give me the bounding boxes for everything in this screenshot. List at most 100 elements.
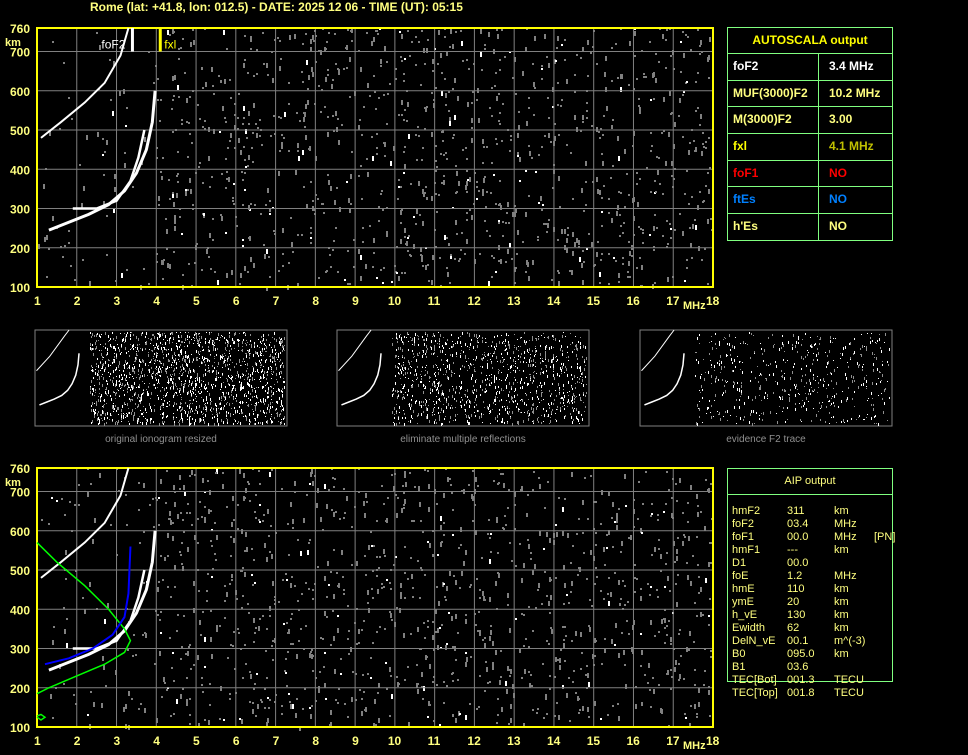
echo-dot	[414, 486, 416, 488]
echo-dot	[132, 655, 134, 657]
echo-dot	[658, 157, 660, 159]
echo-dot	[629, 251, 631, 256]
x-tick-label: 17	[666, 734, 680, 748]
echo-dot	[455, 220, 457, 225]
aip-row: hmF1 --- km	[732, 544, 895, 557]
echo-dot	[253, 688, 255, 690]
echo-dot	[86, 135, 88, 140]
echo-dot	[334, 33, 336, 35]
echo-dot	[189, 475, 191, 477]
echo-dot	[674, 667, 676, 672]
echo-dot	[400, 592, 402, 597]
echo-dot	[333, 130, 335, 132]
echo-dot	[478, 706, 480, 708]
echo-dot	[167, 30, 169, 35]
echo-dot	[428, 484, 430, 489]
echo-dot	[429, 664, 431, 669]
echo-dot	[546, 56, 548, 58]
echo-dot	[305, 582, 307, 584]
echo-dot	[583, 210, 585, 212]
echo-dot	[599, 272, 601, 277]
x-tick-label: 18	[706, 734, 720, 748]
echo-dot	[654, 635, 656, 637]
echo-dot	[258, 519, 260, 521]
echo-dot	[579, 567, 581, 572]
echo-dot	[173, 202, 175, 207]
echo-dot	[703, 146, 705, 148]
echo-dot	[187, 189, 189, 191]
echo-dot	[575, 692, 577, 694]
echo-dot	[274, 599, 276, 601]
y-tick-label: 700	[10, 46, 30, 60]
echo-dot	[333, 486, 335, 488]
echo-dot	[52, 717, 54, 719]
echo-dot	[135, 654, 137, 656]
echo-dot	[440, 542, 442, 547]
echo-dot	[307, 88, 309, 90]
o-trace	[48, 530, 157, 672]
echo-dot	[428, 507, 430, 512]
echo-dot	[186, 512, 188, 514]
echo-dot	[310, 47, 312, 52]
echo-dot	[444, 596, 446, 598]
echo-dot	[113, 61, 115, 66]
echo-dot	[507, 202, 509, 207]
echo-dot	[489, 681, 491, 683]
echo-dot	[636, 172, 638, 174]
echo-dot	[579, 709, 581, 711]
echo-dot	[549, 688, 551, 690]
echo-dot	[321, 89, 323, 91]
echo-dot	[299, 726, 301, 731]
echo-dot	[286, 685, 288, 687]
aip-values: hmF2 311 km foF2 03.4 MHz foF1 00.0 MHz [PN] hmF1-…	[732, 505, 895, 700]
echo-dot	[295, 171, 297, 173]
aip-value: 095.0	[787, 648, 815, 660]
echo-dot	[324, 484, 326, 489]
y-tick-label: 600	[10, 85, 30, 99]
echo-dot	[172, 99, 174, 101]
echo-dot	[338, 69, 340, 74]
echo-dot	[488, 281, 490, 286]
echo-dot	[504, 56, 506, 58]
echo-dot	[616, 518, 618, 523]
echo-dot	[642, 503, 644, 505]
echo-dot	[563, 603, 565, 605]
echo-dot	[418, 41, 420, 43]
echo-dot	[568, 677, 570, 679]
echo-dot	[324, 106, 326, 108]
echo-dot	[63, 683, 65, 685]
echo-dot	[281, 488, 283, 490]
echo-dot	[564, 59, 566, 61]
echo-dot	[264, 543, 266, 548]
echo-dot	[638, 105, 640, 107]
echo-dot	[541, 78, 543, 80]
echo-dot	[548, 601, 550, 606]
echo-dot	[558, 134, 560, 136]
echo-dot	[471, 496, 473, 498]
echo-dot	[282, 228, 284, 233]
echo-dot	[330, 644, 332, 646]
echo-dot	[65, 578, 67, 580]
echo-dot	[671, 676, 673, 678]
echo-dot	[254, 582, 256, 584]
echo-dot	[517, 133, 519, 138]
echo-dot	[633, 131, 635, 136]
echo-dot	[429, 543, 431, 548]
echo-dot	[270, 525, 272, 527]
echo-dot	[243, 63, 245, 68]
echo-dot	[562, 507, 564, 512]
echo-dot	[671, 175, 673, 177]
echo-dot	[249, 701, 251, 703]
echo-dot	[695, 225, 697, 230]
echo-dot	[269, 200, 271, 202]
echo-dot	[351, 40, 353, 42]
echo-dot	[336, 572, 338, 574]
echo-dot	[421, 255, 423, 260]
echo-dot	[665, 161, 667, 166]
echo-dot	[390, 588, 392, 590]
echo-dot	[664, 609, 666, 611]
echo-dot	[198, 166, 200, 168]
echo-dot	[686, 170, 688, 172]
echo-dot	[287, 651, 289, 653]
echo-dot	[244, 189, 246, 191]
